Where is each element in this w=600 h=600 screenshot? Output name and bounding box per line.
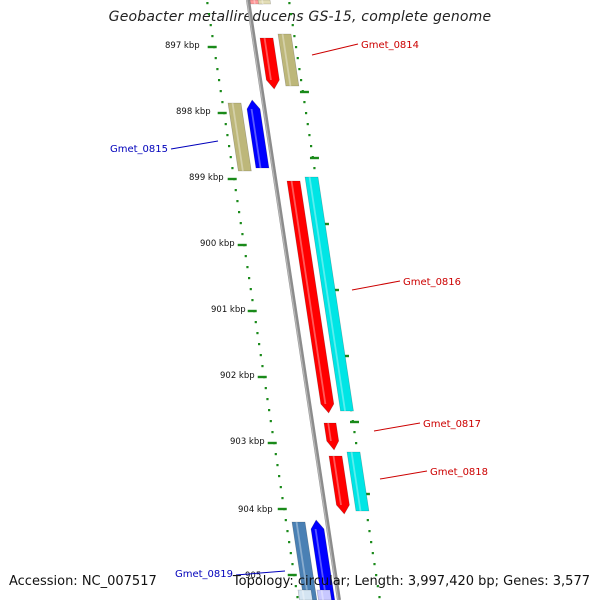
scale-label: 897 kbp bbox=[165, 41, 200, 51]
scale-label: 900 kbp bbox=[200, 239, 235, 249]
scale-label: 898 kbp bbox=[176, 107, 211, 117]
genome-backbone bbox=[246, 0, 341, 600]
gene-bar-faded-bottom bbox=[316, 589, 332, 600]
gene-bar-gmet-0818 bbox=[328, 455, 350, 515]
scale-label: 899 kbp bbox=[189, 173, 224, 183]
gene-label[interactable]: Gmet_0815 bbox=[110, 144, 168, 155]
scale-label: 905 bbox=[245, 571, 261, 581]
cds-bar-gmet-0816 bbox=[304, 176, 354, 412]
topology-summary: Topology: circular; Length: 3,997,420 bp… bbox=[232, 574, 590, 589]
cds-bar-gmet-0814 bbox=[277, 33, 300, 87]
gene-leader-line bbox=[379, 470, 428, 480]
cds-bar-faded bbox=[257, 0, 271, 5]
gene-label[interactable]: Gmet_0817 bbox=[423, 419, 481, 430]
backbone-highlight bbox=[246, 0, 339, 600]
scale-label: 903 kbp bbox=[230, 437, 265, 447]
gene-leader-line bbox=[170, 140, 219, 150]
gene-leader-line bbox=[351, 280, 401, 291]
scale-label: 904 kbp bbox=[238, 505, 273, 515]
gene-label[interactable]: Gmet_0819 bbox=[175, 569, 233, 580]
gene-features bbox=[227, 0, 370, 600]
gene-bar-gmet-0817 bbox=[323, 422, 340, 451]
cds-bar-faded-bottom bbox=[297, 589, 313, 600]
gene-label[interactable]: Gmet_0814 bbox=[361, 40, 419, 51]
gene-leader-line bbox=[311, 43, 359, 56]
cds-bar-gmet-0815 bbox=[227, 102, 252, 172]
gene-bar-gmet-0819 bbox=[310, 519, 336, 600]
gene-bar-gmet-0816 bbox=[286, 180, 335, 414]
scale-labels: 897 kbp 898 kbp 899 kbp 900 kbp 901 kbp 902 k… bbox=[165, 41, 273, 581]
cds-bar-gmet-0819 bbox=[291, 521, 318, 600]
scale-label: 902 kbp bbox=[220, 371, 255, 381]
map-title: Geobacter metallireducens GS-15, complet… bbox=[108, 9, 492, 25]
accession-text: Accession: NC_007517 bbox=[9, 574, 157, 589]
gene-bar-gmet-0814 bbox=[259, 37, 280, 90]
gene-label[interactable]: Gmet_0818 bbox=[430, 467, 488, 478]
gene-label[interactable]: Gmet_0816 bbox=[403, 277, 461, 288]
gene-leader-line bbox=[373, 422, 421, 432]
gene-leader-line bbox=[235, 570, 286, 576]
scale-label: 901 kbp bbox=[211, 305, 246, 315]
gene-labels: Gmet_0814 Gmet_0815 Gmet_0816 Gmet_0817 Gmet… bbox=[110, 40, 488, 580]
cds-bar-gmet-0818 bbox=[346, 451, 370, 512]
gene-bar-gmet-0815 bbox=[246, 99, 270, 169]
